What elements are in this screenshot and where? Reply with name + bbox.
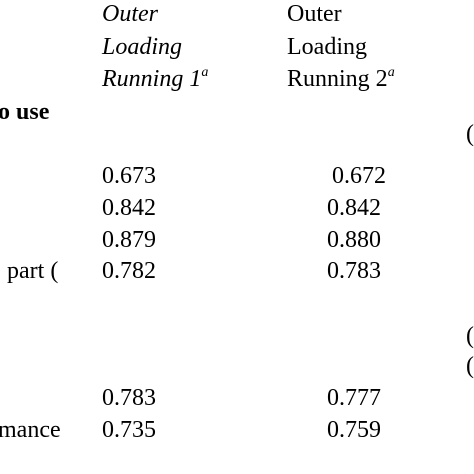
row3-col1-value: 0.879 <box>102 227 156 253</box>
row3-col2-value: 0.880 <box>327 227 381 253</box>
row6-col2-value: 0.759 <box>327 417 381 443</box>
col2-header-line2: Loading <box>287 34 367 60</box>
row6-label: mance <box>0 417 61 443</box>
col2-header-line3: Running 2a <box>287 65 395 92</box>
col2-header-sup: a <box>387 65 395 80</box>
row6-col1-value: 0.735 <box>102 417 156 443</box>
row4-label: part ( <box>7 258 59 284</box>
row1-col2-value: 0.672 <box>332 163 386 189</box>
col1-header-line1: Outer <box>102 1 158 27</box>
col1-header-sup: a <box>201 65 209 80</box>
col2-header-running: Running 2 <box>287 66 388 92</box>
row5-col2-value: 0.777 <box>327 385 381 411</box>
row4-col1-value: 0.782 <box>102 258 156 284</box>
right-edge-mark-1: ( <box>466 121 474 147</box>
row2-col2-value: 0.842 <box>327 195 381 221</box>
col1-header-line3: Running 1a <box>102 65 209 92</box>
right-edge-mark-3: ( <box>466 353 474 379</box>
right-edge-mark-2: ( <box>466 323 474 349</box>
col2-header-line1: Outer <box>287 1 342 27</box>
row4-col2-value: 0.783 <box>327 258 381 284</box>
row5-col1-value: 0.783 <box>102 385 156 411</box>
col1-header-running: Running 1 <box>102 66 202 92</box>
col1-header-line2: Loading <box>102 34 183 60</box>
section-heading: o use <box>0 99 50 125</box>
row2-col1-value: 0.842 <box>102 195 156 221</box>
row1-col1-value: 0.673 <box>102 163 156 189</box>
